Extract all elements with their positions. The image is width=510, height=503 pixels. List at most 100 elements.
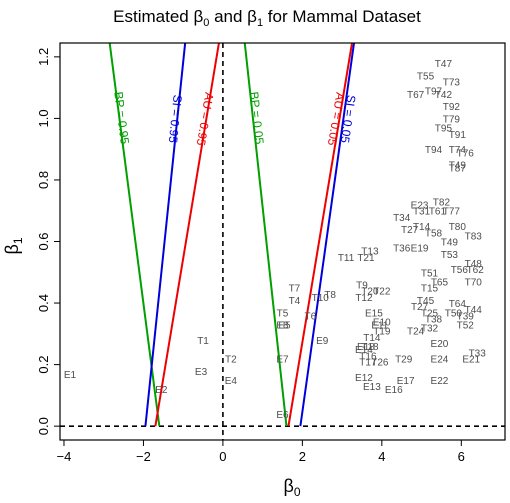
point-label-T47: T47	[435, 59, 453, 70]
point-label-T1: T1	[197, 336, 209, 347]
point-label-E18: E18	[357, 342, 375, 353]
point-label-T79: T79	[443, 114, 461, 125]
point-label-T51: T51	[421, 268, 439, 279]
point-label-T38: T38	[425, 314, 443, 325]
point-label-E16: E16	[385, 385, 403, 396]
boundary-line-5	[299, 43, 356, 427]
point-label-T20: T20	[361, 287, 379, 298]
point-label-T14b: T14	[413, 222, 431, 233]
chart-title-part-2: and β	[209, 7, 257, 26]
boundary-label-1: SI = 0.95	[166, 94, 185, 144]
y-tick-label-0.6: 0.6	[36, 232, 51, 250]
point-label-T39: T39	[457, 311, 475, 322]
point-label-T76: T76	[457, 148, 475, 159]
x-tick-label-4: 4	[378, 449, 385, 464]
point-label-E12: E12	[355, 373, 373, 384]
point-label-T36: T36	[393, 244, 411, 255]
point-label-T27b: T27	[401, 225, 419, 236]
point-label-T15: T15	[421, 284, 439, 295]
point-label-T70: T70	[465, 278, 483, 289]
point-label-T71: T71	[431, 13, 449, 24]
point-label-E9: E9	[316, 336, 329, 347]
point-label-T17: T17	[359, 358, 377, 369]
point-label-E10: E10	[373, 318, 391, 329]
y-axis-title: β1	[2, 237, 25, 254]
point-label-T32: T32	[421, 324, 439, 335]
point-label-T21: T21	[357, 253, 375, 264]
point-label-T48: T48	[465, 259, 483, 270]
chart-title-part-3: for Mammal Dataset	[263, 7, 421, 26]
point-label-E22: E22	[431, 376, 449, 387]
point-label-T11: T11	[338, 253, 355, 264]
point-label-T87: T87	[449, 164, 467, 175]
point-label-T97: T97	[425, 87, 443, 98]
point-label-T8: T8	[324, 290, 336, 301]
point-label-T16: T16	[359, 351, 377, 362]
point-label-T49b: T49	[449, 161, 467, 172]
point-label-E3: E3	[195, 367, 208, 378]
point-label-E8: E8	[276, 321, 289, 332]
point-label-T13: T13	[361, 247, 379, 258]
point-label-T56: T56	[451, 265, 469, 276]
point-label-T5: T5	[277, 308, 289, 319]
point-label-E5: E5	[278, 321, 291, 332]
point-label-T33: T33	[469, 348, 487, 359]
point-label-T73: T73	[443, 77, 461, 88]
point-label-T29: T29	[395, 354, 413, 365]
y-axis-title-sub: 1	[11, 237, 25, 244]
point-label-T74: T74	[449, 145, 467, 156]
point-label-T92: T92	[443, 102, 461, 113]
point-label-T24: T24	[407, 327, 425, 338]
point-label-T27: T27	[411, 302, 429, 313]
point-label-E11: E11	[371, 321, 388, 332]
point-label-T91: T91	[449, 130, 467, 141]
point-label-T6: T6	[304, 311, 316, 322]
point-label-T61: T61	[429, 207, 447, 218]
point-label-E17: E17	[397, 376, 415, 387]
point-label-E15: E15	[365, 308, 383, 319]
point-label-T95: T95	[435, 124, 453, 135]
point-label-T34: T34	[393, 213, 411, 224]
point-label-E24: E24	[431, 354, 449, 365]
y-tick-label-0: 0.0	[36, 417, 51, 435]
point-label-E7: E7	[276, 354, 289, 365]
x-tick-label-0: 0	[219, 449, 226, 464]
point-label-E14: E14	[355, 345, 373, 356]
point-label-T80: T80	[449, 222, 467, 233]
point-label-T14: T14	[363, 333, 381, 344]
point-label-E13: E13	[363, 382, 381, 393]
y-tick-label-0.2: 0.2	[36, 356, 51, 374]
point-label-T64: T64	[449, 299, 467, 310]
boundary-label-0: BP = 0.95	[111, 91, 132, 146]
point-label-T55: T55	[417, 71, 435, 82]
boundary-line-4	[287, 43, 354, 427]
x-tick-label-6: 6	[458, 449, 465, 464]
y-axis-title-main: β	[2, 244, 22, 254]
point-label-T45: T45	[417, 296, 435, 307]
boundary-line-3	[243, 43, 288, 427]
point-label-E23: E23	[411, 201, 429, 212]
point-label-T77: T77	[443, 207, 461, 218]
point-label-T50: T50	[445, 308, 463, 319]
x-tick-label--4: −4	[57, 449, 72, 464]
point-label-T62: T62	[467, 265, 485, 276]
point-label-T53: T53	[441, 250, 459, 261]
x-tick-label-2: 2	[299, 449, 306, 464]
x-axis-title-main: β	[283, 476, 293, 496]
boundary-label-5: SI = 0.05	[338, 94, 359, 144]
y-tick-label-0.4: 0.4	[36, 294, 51, 312]
point-label-T58: T58	[425, 228, 443, 239]
x-tick-label--2: −2	[136, 449, 151, 464]
point-label-E21: E21	[462, 354, 480, 365]
boundary-line-2	[154, 43, 220, 427]
point-label-T19: T19	[373, 327, 391, 338]
point-label-E2: E2	[155, 385, 168, 396]
point-label-E1: E1	[64, 370, 77, 381]
point-label-T2: T2	[225, 354, 237, 365]
point-label-T42: T42	[435, 90, 453, 101]
point-label-E19: E19	[411, 244, 429, 255]
point-label-T25: T25	[421, 308, 439, 319]
